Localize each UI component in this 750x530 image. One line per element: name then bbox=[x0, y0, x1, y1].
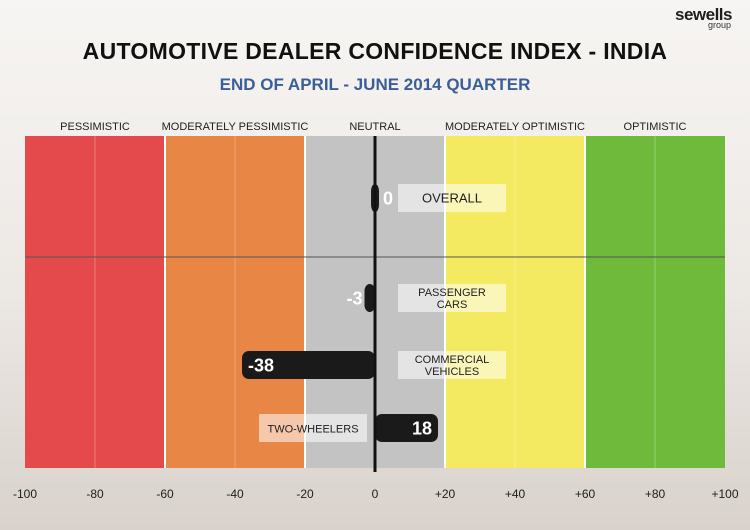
logo-sub: group bbox=[707, 20, 731, 30]
category-box-commercial-vehicles bbox=[398, 351, 506, 379]
zone-label-moderately-pessimistic: MODERATELY PESSIMISTIC bbox=[161, 121, 309, 133]
x-tick-label: 0 bbox=[372, 487, 379, 501]
x-tick-label: -100 bbox=[13, 487, 37, 501]
zone-label-moderately-optimistic: MODERATELY OPTIMISTIC bbox=[445, 121, 585, 133]
chart-subtitle: END OF APRIL - JUNE 2014 QUARTER bbox=[219, 75, 531, 94]
x-tick-label: +20 bbox=[435, 487, 456, 501]
category-label-two-wheelers: TWO-WHEELERS bbox=[267, 424, 358, 436]
category-label-commercial-vehicles: VEHICLES bbox=[425, 366, 479, 378]
zone-moderately-pessimistic bbox=[165, 136, 305, 468]
zone-optimistic bbox=[585, 136, 725, 468]
value-label-passenger-cars: -3 bbox=[346, 289, 362, 309]
x-tick-label: +40 bbox=[505, 487, 526, 501]
category-box-passenger-cars bbox=[398, 284, 506, 312]
category-label-commercial-vehicles: COMMERCIAL bbox=[415, 354, 490, 366]
x-tick-label: -60 bbox=[156, 487, 174, 501]
category-label-passenger-cars: PASSENGER bbox=[418, 287, 486, 299]
x-tick-label: +60 bbox=[575, 487, 596, 501]
zone-pessimistic bbox=[25, 136, 165, 468]
category-label-overall: OVERALL bbox=[422, 191, 482, 206]
zone-label-neutral: NEUTRAL bbox=[349, 121, 401, 133]
category-box-overall bbox=[398, 184, 506, 212]
logo-name: sewells bbox=[675, 5, 733, 24]
category-label-passenger-cars: CARS bbox=[437, 299, 468, 311]
bar-two-wheelers bbox=[375, 414, 438, 442]
chart-title: AUTOMOTIVE DEALER CONFIDENCE INDEX - IND… bbox=[82, 38, 668, 64]
x-tick-label: -20 bbox=[296, 487, 314, 501]
zone-label-optimistic: OPTIMISTIC bbox=[623, 121, 687, 133]
x-tick-label: -80 bbox=[86, 487, 104, 501]
x-tick-label: +100 bbox=[711, 487, 738, 501]
value-label-overall: 0 bbox=[383, 189, 393, 209]
sewells-logo: sewells group bbox=[675, 5, 733, 30]
category-box-two-wheelers bbox=[259, 414, 367, 442]
x-tick-label: +80 bbox=[645, 487, 666, 501]
x-tick-label: -40 bbox=[226, 487, 244, 501]
bar-commercial-vehicles bbox=[242, 351, 375, 379]
value-label-two-wheelers: 18 bbox=[412, 419, 432, 439]
zone-label-pessimistic: PESSIMISTIC bbox=[60, 121, 130, 133]
bar-passenger-cars bbox=[364, 284, 375, 312]
value-label-commercial-vehicles: -38 bbox=[248, 356, 274, 376]
